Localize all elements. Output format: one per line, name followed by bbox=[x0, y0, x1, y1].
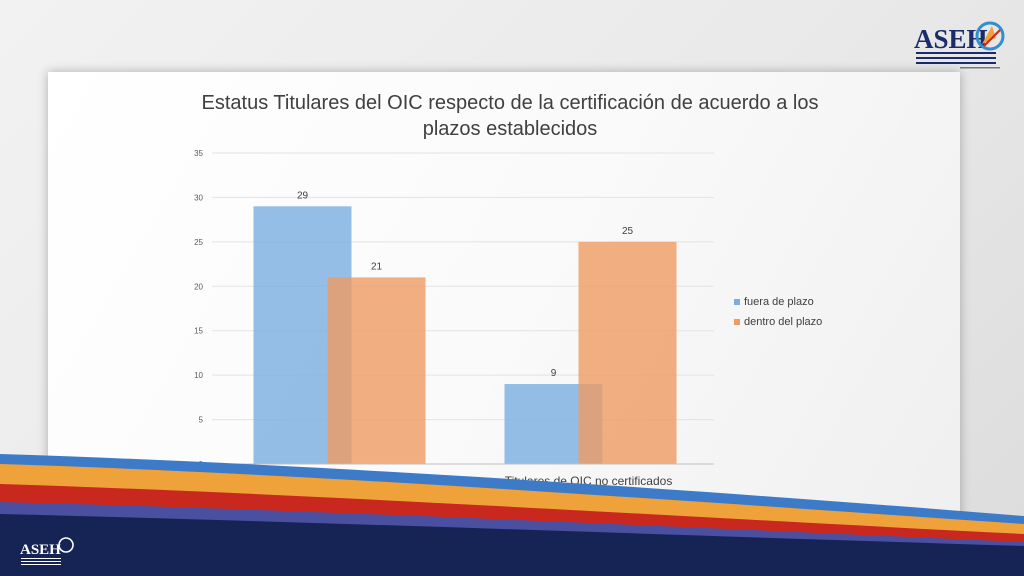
legend-label-fuera: fuera de plazo bbox=[744, 296, 814, 308]
data-label: 21 bbox=[371, 261, 383, 272]
bar bbox=[578, 241, 677, 464]
aseh-logo-top: ASEH bbox=[910, 16, 1010, 72]
legend-swatch-fuera bbox=[734, 299, 740, 305]
chart-legend: fuera de plazo dentro del plazo bbox=[734, 292, 822, 332]
y-tick-label: 20 bbox=[194, 282, 203, 291]
legend-item-dentro: dentro del plazo bbox=[734, 312, 822, 332]
bottom-decorative-band bbox=[0, 454, 1024, 576]
y-tick-label: 15 bbox=[194, 327, 203, 336]
legend-label-dentro: dentro del plazo bbox=[744, 316, 823, 328]
data-label: 29 bbox=[297, 190, 309, 201]
y-tick-label: 10 bbox=[194, 371, 203, 380]
logo-wordmark: ASEH bbox=[914, 24, 988, 54]
logo-wordmark-bottom: ASEH bbox=[20, 542, 61, 558]
bar bbox=[327, 277, 426, 464]
data-label: 9 bbox=[551, 368, 557, 379]
aseh-logo-bottom: ASEH bbox=[18, 534, 76, 570]
data-label: 25 bbox=[622, 226, 634, 237]
y-tick-label: 35 bbox=[194, 149, 203, 158]
chart-title: Estatus Titulares del OIC respecto de la… bbox=[201, 92, 819, 140]
y-tick-label: 30 bbox=[194, 193, 203, 202]
y-tick-label: 25 bbox=[194, 238, 203, 247]
legend-swatch-dentro bbox=[734, 319, 740, 325]
legend-item-fuera: fuera de plazo bbox=[734, 292, 822, 312]
y-tick-label: 5 bbox=[199, 416, 204, 425]
